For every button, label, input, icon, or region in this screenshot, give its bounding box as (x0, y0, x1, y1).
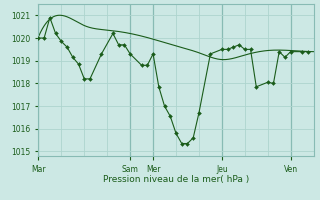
X-axis label: Pression niveau de la mer( hPa ): Pression niveau de la mer( hPa ) (103, 175, 249, 184)
